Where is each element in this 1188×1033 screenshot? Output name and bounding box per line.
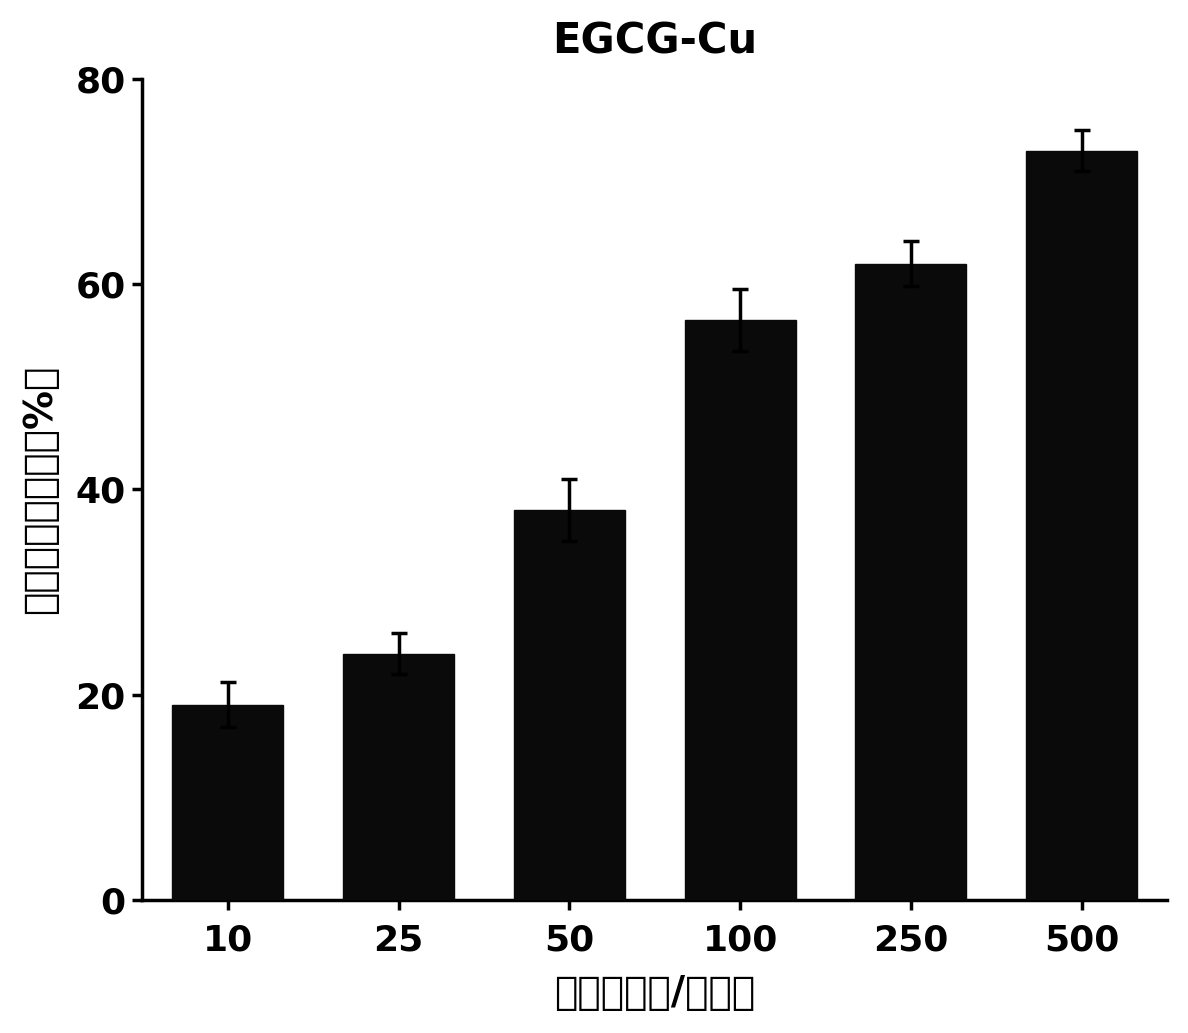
Y-axis label: 过氧化氢清除率（%）: 过氧化氢清除率（%） xyxy=(21,365,59,614)
Bar xyxy=(1026,151,1137,900)
Title: EGCG-Cu: EGCG-Cu xyxy=(552,21,758,63)
Bar xyxy=(514,510,625,900)
Bar xyxy=(855,263,967,900)
Bar xyxy=(343,654,454,900)
X-axis label: 浓度（微克/毫升）: 浓度（微克/毫升） xyxy=(554,974,756,1012)
Bar xyxy=(172,705,283,900)
Bar xyxy=(684,320,796,900)
